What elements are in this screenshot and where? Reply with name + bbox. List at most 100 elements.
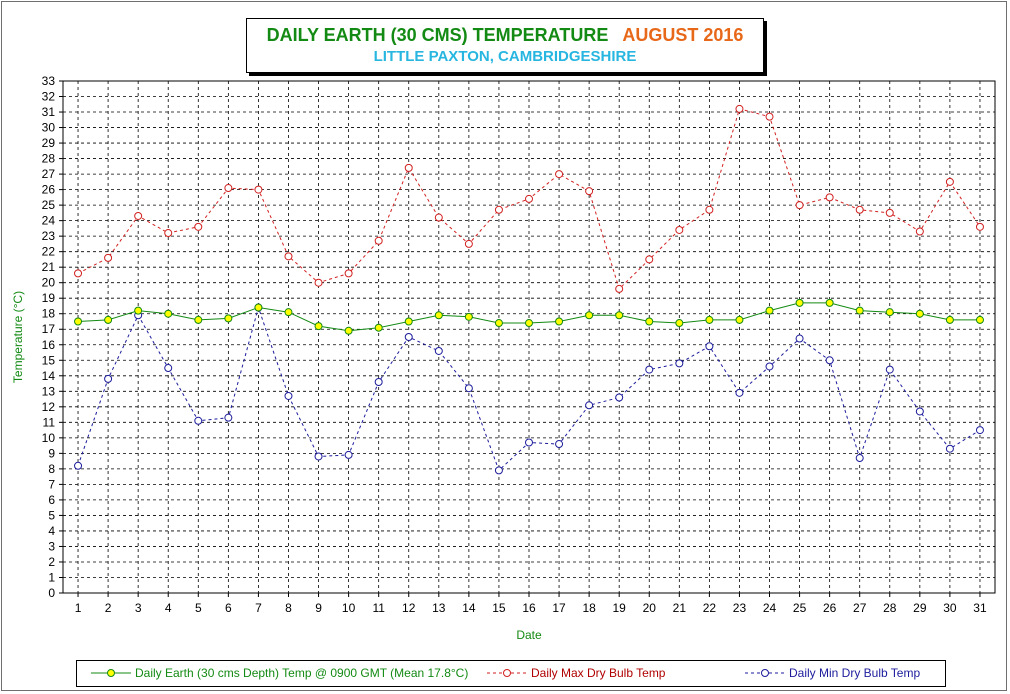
data-point-earth [284, 308, 293, 317]
y-tick-label: 15 [42, 353, 56, 367]
data-point-max [464, 239, 473, 248]
x-tick-label: 12 [402, 601, 416, 615]
y-tick-label: 31 [42, 105, 56, 119]
data-point-max [134, 211, 143, 220]
x-tick-label: 29 [913, 601, 927, 615]
y-tick-label: 16 [42, 338, 56, 352]
y-tick-label: 1 [48, 570, 55, 584]
data-point-earth [885, 308, 894, 317]
data-point-max [615, 284, 624, 293]
data-point-min [404, 333, 413, 341]
y-tick-label: 7 [48, 477, 55, 491]
data-point-min [374, 377, 383, 386]
x-tick-label: 17 [552, 601, 566, 615]
data-point-max [494, 205, 503, 214]
data-point-earth [344, 326, 353, 335]
y-tick-label: 32 [42, 90, 56, 104]
data-point-min [164, 364, 173, 373]
data-point-min [795, 334, 804, 343]
data-point-min [825, 356, 834, 365]
data-point-earth [525, 319, 533, 328]
y-tick-label: 30 [42, 121, 56, 135]
x-tick-label: 2 [105, 601, 112, 615]
y-tick-label: 29 [42, 136, 56, 150]
data-point-min [975, 426, 984, 435]
data-point-min [464, 384, 473, 393]
data-point-earth [464, 312, 473, 321]
data-point-earth [855, 306, 864, 315]
y-tick-label: 5 [48, 508, 55, 522]
y-tick-label: 10 [42, 431, 56, 445]
data-point-max [374, 236, 383, 245]
data-point-earth [945, 315, 954, 324]
data-point-earth [795, 298, 804, 307]
x-tick-label: 14 [462, 601, 476, 615]
data-point-earth [404, 317, 413, 326]
y-tick-label: 6 [48, 493, 55, 507]
data-point-min [344, 450, 353, 459]
y-tick-label: 19 [42, 291, 56, 305]
chart-title-main: DAILY EARTH (30 CMS) TEMPERATURE [266, 25, 609, 45]
data-point-max [945, 177, 954, 186]
y-tick-label: 18 [42, 307, 56, 321]
y-tick-label: 20 [42, 276, 56, 290]
y-tick-label: 3 [48, 539, 55, 553]
plot-border [62, 80, 996, 594]
x-tick-label: 4 [165, 601, 172, 615]
chart-canvas: 0123456789101112131415161718192021222324… [11, 74, 996, 642]
data-point-max [254, 185, 263, 194]
data-point-max [885, 208, 894, 217]
data-point-max [74, 269, 83, 278]
x-axis-label: Date [516, 628, 542, 642]
data-point-min [525, 438, 533, 447]
data-point-min [915, 407, 924, 416]
data-point-earth [494, 319, 503, 328]
x-tick-label: 30 [943, 601, 957, 615]
data-point-earth [975, 315, 984, 324]
x-tick-label: 27 [853, 601, 867, 615]
x-tick-label: 31 [973, 601, 987, 615]
y-tick-label: 14 [42, 369, 56, 383]
data-point-min [194, 416, 203, 425]
y-tick-label: 28 [42, 152, 56, 166]
data-point-max [404, 163, 413, 172]
data-point-earth [224, 314, 233, 323]
x-tick-label: 23 [733, 601, 747, 615]
data-point-min [735, 388, 744, 397]
x-tick-label: 13 [432, 601, 446, 615]
x-tick-label: 11 [372, 601, 385, 615]
data-point-min [224, 413, 233, 422]
y-tick-label: 23 [42, 229, 56, 243]
data-point-earth [735, 315, 744, 324]
data-point-earth [555, 317, 564, 326]
legend-label-earth: Daily Earth (30 cms Depth) Temp @ 0900 G… [135, 666, 469, 680]
data-point-earth [615, 311, 624, 320]
x-tick-label: 20 [643, 601, 657, 615]
x-tick-label: 16 [522, 601, 536, 615]
x-tick-label: 9 [315, 601, 322, 615]
y-tick-label: 24 [42, 214, 56, 228]
data-point-max [675, 225, 684, 234]
data-point-min [675, 359, 684, 368]
data-point-min [615, 393, 624, 402]
data-point-min [314, 452, 323, 461]
data-point-max [915, 227, 924, 236]
data-point-min [284, 391, 293, 400]
data-point-max [314, 278, 323, 287]
data-point-earth [675, 319, 684, 328]
data-point-max [645, 255, 654, 264]
x-tick-label: 25 [793, 601, 807, 615]
x-tick-label: 10 [342, 601, 356, 615]
y-tick-label: 26 [42, 183, 56, 197]
y-tick-label: 25 [42, 198, 56, 212]
data-point-max [765, 112, 774, 121]
y-tick-label: 9 [48, 446, 55, 460]
data-point-max [855, 205, 864, 214]
data-point-min [945, 444, 954, 453]
legend-label-max: Daily Max Dry Bulb Temp [531, 666, 666, 680]
x-tick-label: 15 [492, 601, 506, 615]
data-point-min [434, 346, 443, 355]
y-tick-label: 21 [42, 260, 56, 274]
chart-legend: Daily Earth (30 cms Depth) Temp @ 0900 G… [76, 660, 946, 687]
legend-swatch-earth [91, 669, 131, 677]
